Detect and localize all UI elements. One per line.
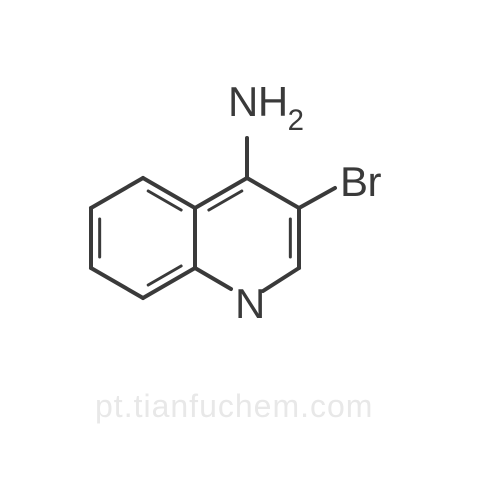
amine-label: NH2	[228, 78, 304, 133]
bromine-label: Br	[340, 158, 381, 206]
molecule-figure: { "figure": { "type": "chemical-structur…	[0, 0, 500, 500]
nitrogen-label: N	[235, 280, 265, 328]
structure-svg	[0, 0, 500, 500]
